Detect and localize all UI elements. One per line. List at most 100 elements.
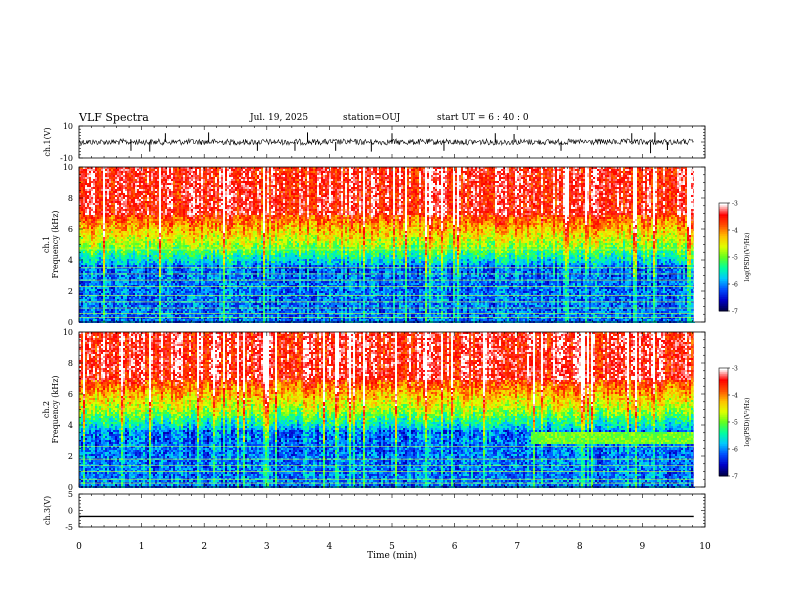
spectrogram-cell (177, 243, 179, 245)
spectrogram-cell (173, 193, 175, 195)
spectrogram-cell (119, 253, 121, 255)
spectrogram-cell (147, 175, 149, 177)
spectrogram-cell (187, 207, 189, 209)
spectrogram-cell (203, 173, 205, 175)
spectrogram-cell (109, 283, 111, 285)
spectrogram-cell (89, 277, 91, 279)
spectrogram-cell (161, 293, 163, 295)
spectrogram-cell (131, 269, 133, 271)
spectrogram-cell (165, 281, 167, 283)
spectrogram-cell (145, 209, 147, 211)
spectrogram-cell (137, 181, 139, 183)
spectrogram-cell (161, 207, 163, 209)
spectrogram-cell (103, 239, 105, 241)
spectrogram-cell (149, 253, 151, 255)
spectrogram-cell (99, 233, 101, 235)
spectrogram-cell (163, 219, 165, 221)
spectrogram-cell (147, 269, 149, 271)
spectrogram-cell (169, 287, 171, 289)
spectrogram-cell (111, 193, 113, 195)
spectrogram-cell (87, 197, 89, 199)
spectrogram-cell (105, 297, 107, 299)
spectrogram-cell (167, 231, 169, 233)
spectrogram-cell (145, 221, 147, 223)
spectrogram-cell (169, 205, 171, 207)
spectrogram-cell (101, 293, 103, 295)
spectrogram-cell (187, 197, 189, 199)
spectrogram-cell (141, 231, 143, 233)
spectrogram-cell (85, 183, 87, 185)
spectrogram-cell (145, 309, 147, 311)
spectrogram-cell (95, 227, 97, 229)
spectrogram-cell (105, 261, 107, 263)
spectrogram-cell (143, 191, 145, 193)
spectrogram-cell (81, 177, 83, 179)
spectrogram-cell (113, 315, 115, 317)
spectrogram-cell (169, 191, 171, 193)
spectrogram-cell (91, 289, 93, 291)
spectrogram-cell (183, 315, 185, 317)
spectrogram-cell (173, 203, 175, 205)
spectrogram-cell (93, 241, 95, 243)
spectrogram-cell (195, 201, 197, 203)
spectrogram-cell (151, 229, 153, 231)
spectrogram-cell (187, 239, 189, 241)
spectrogram-cell (105, 243, 107, 245)
spectrogram-cell (201, 183, 203, 185)
spectrogram-cell (85, 253, 87, 255)
spectrogram-cell (111, 203, 113, 205)
spectrogram-cell (115, 243, 117, 245)
spectrogram-cell (115, 257, 117, 259)
spectrogram-cell (131, 293, 133, 295)
spectrogram-cell (141, 243, 143, 245)
spectrogram-cell (135, 191, 137, 193)
spectrogram-cell (167, 287, 169, 289)
spectrogram-cell (191, 259, 193, 261)
spectrogram-cell (171, 281, 173, 283)
spectrogram-cell (143, 181, 145, 183)
spectrogram-cell (133, 215, 135, 217)
spectrogram-cell (187, 241, 189, 243)
spectrogram-cell (179, 219, 181, 221)
spectrogram-cell (185, 183, 187, 185)
spectrogram-cell (151, 263, 153, 265)
spectrogram-cell (171, 255, 173, 257)
spectrogram-cell (127, 169, 129, 171)
spectrogram-cell (99, 201, 101, 203)
spectrogram-cell (165, 277, 167, 279)
spectrogram-cell (101, 287, 103, 289)
spectrogram-cell (181, 199, 183, 201)
spectrogram-cell (87, 175, 89, 177)
spectrogram-cell (89, 173, 91, 175)
spectrogram-cell (89, 189, 91, 191)
spectrogram-cell (91, 237, 93, 239)
spectrogram-cell (143, 205, 145, 207)
spectrogram-cell (85, 303, 87, 305)
spectrogram-cell (107, 309, 109, 311)
spectrogram-cell (185, 287, 187, 289)
spectrogram-cell (153, 199, 155, 201)
spectrogram-cell (101, 203, 103, 205)
spectrogram-cell (151, 247, 153, 249)
spectrogram-cell (127, 305, 129, 307)
spectrogram-cell (169, 177, 171, 179)
spectrogram-cell (113, 173, 115, 175)
spectrogram-cell (93, 187, 95, 189)
spectrogram-cell (197, 183, 199, 185)
spectrogram-cell (81, 283, 83, 285)
spectrogram-cell (97, 223, 99, 225)
spectrogram-cell (113, 179, 115, 181)
spectrogram-cell (121, 183, 123, 185)
spectrogram-cell (189, 231, 191, 233)
spectrogram-cell (139, 303, 141, 305)
spectrogram-cell (139, 265, 141, 267)
spectrogram-cell (109, 299, 111, 301)
spectrogram-cell (119, 255, 121, 257)
spectrogram-cell (173, 201, 175, 203)
spectrogram-cell (177, 311, 179, 313)
spectrogram-cell (161, 231, 163, 233)
spectrogram-cell (133, 195, 135, 197)
spectrogram-cell (99, 237, 101, 239)
spectrogram-cell (107, 237, 109, 239)
spectrogram-cell (95, 181, 97, 183)
